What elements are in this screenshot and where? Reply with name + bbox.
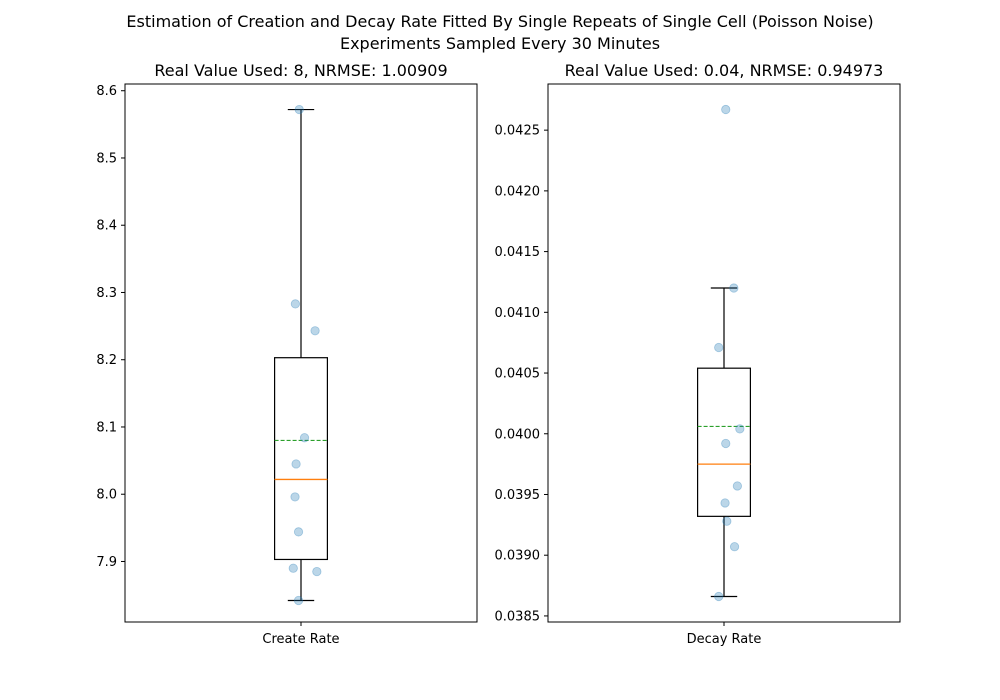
panel2-data-point — [714, 591, 724, 602]
panel1-ytick-label: 8.2 — [96, 353, 117, 368]
panel1-data-point — [293, 595, 304, 606]
panel1-data-point — [294, 104, 304, 115]
panel1-data-point — [290, 299, 300, 309]
panel1-data-point — [291, 459, 301, 469]
panel1-data-point — [290, 492, 300, 502]
panel2-title: Real Value Used: 0.04, NRMSE: 0.94973 — [565, 61, 884, 80]
panel1-ytick-label: 8.4 — [96, 219, 117, 234]
panel2-ytick-label: 0.0395 — [495, 488, 541, 503]
panel2-xtick-label: Decay Rate — [687, 632, 762, 647]
panel2-ytick-label: 0.0425 — [495, 124, 541, 139]
figure-title: Estimation of Creation and Decay Rate Fi… — [126, 12, 874, 31]
panel1-ytick-label: 7.9 — [96, 555, 117, 570]
panel2-data-point — [721, 438, 731, 449]
panel1-data-point — [310, 326, 320, 336]
panel2-ytick-label: 0.0390 — [495, 549, 541, 564]
panel2-data-point — [721, 104, 731, 115]
panel1-data-point — [312, 566, 322, 577]
panel1-ytick-label: 8.6 — [96, 84, 117, 99]
panel2-ytick-label: 0.0415 — [495, 245, 541, 260]
panel1-ytick-label: 8.5 — [96, 151, 117, 166]
panel1-ytick-label: 8.0 — [96, 488, 117, 503]
panel1-iqr-box — [274, 357, 329, 561]
panel2-ytick-label: 0.0420 — [495, 184, 541, 199]
panel2-iqr-box — [696, 367, 751, 517]
panel1-data-point — [293, 527, 304, 537]
panel2-ytick-label: 0.0410 — [495, 306, 541, 321]
panel2-ytick-label: 0.0385 — [495, 609, 541, 624]
figure-subtitle: Experiments Sampled Every 30 Minutes — [339, 34, 661, 53]
panel2-data-point — [722, 516, 732, 526]
panel2-data-point — [735, 424, 745, 434]
panel2-data-point — [729, 283, 739, 293]
panel2-data-point — [729, 542, 740, 552]
panel2-ytick-label: 0.0400 — [495, 427, 541, 442]
panel1-ytick-label: 8.1 — [96, 420, 117, 435]
panel2-data-point — [714, 342, 724, 353]
panel1-data-point — [299, 433, 310, 443]
panel2-data-point — [732, 481, 742, 491]
panel2-ytick-label: 0.0405 — [495, 367, 541, 382]
panel1-data-point — [288, 563, 298, 573]
panel1-title: Real Value Used: 8, NRMSE: 1.00909 — [154, 61, 447, 80]
panel2-data-point — [720, 498, 730, 508]
panel1-xtick-label: Create Rate — [262, 632, 339, 647]
panel1-ytick-label: 8.3 — [96, 286, 117, 301]
